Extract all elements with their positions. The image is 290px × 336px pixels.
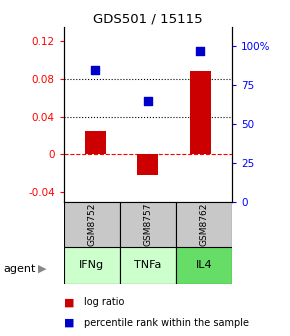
- Text: TNFa: TNFa: [134, 260, 162, 270]
- Point: [198, 48, 203, 54]
- Text: IL4: IL4: [196, 260, 212, 270]
- Text: ■: ■: [64, 318, 74, 328]
- Text: GSM8757: GSM8757: [143, 203, 153, 246]
- Bar: [176, 247, 232, 284]
- Point: [146, 98, 150, 103]
- Bar: [176, 202, 232, 247]
- Text: GSM8762: GSM8762: [200, 203, 209, 246]
- Bar: [137, 154, 158, 175]
- Text: agent: agent: [3, 264, 35, 274]
- Bar: [120, 202, 176, 247]
- Point: [93, 67, 98, 72]
- Bar: [190, 71, 211, 154]
- Bar: [85, 131, 106, 154]
- Text: GSM8752: GSM8752: [87, 203, 96, 246]
- Bar: [64, 247, 120, 284]
- Text: percentile rank within the sample: percentile rank within the sample: [84, 318, 249, 328]
- Title: GDS501 / 15115: GDS501 / 15115: [93, 13, 203, 26]
- Text: ■: ■: [64, 297, 74, 307]
- Text: IFNg: IFNg: [79, 260, 104, 270]
- Bar: [64, 202, 120, 247]
- Bar: [120, 247, 176, 284]
- Text: ▶: ▶: [38, 264, 46, 274]
- Text: log ratio: log ratio: [84, 297, 124, 307]
